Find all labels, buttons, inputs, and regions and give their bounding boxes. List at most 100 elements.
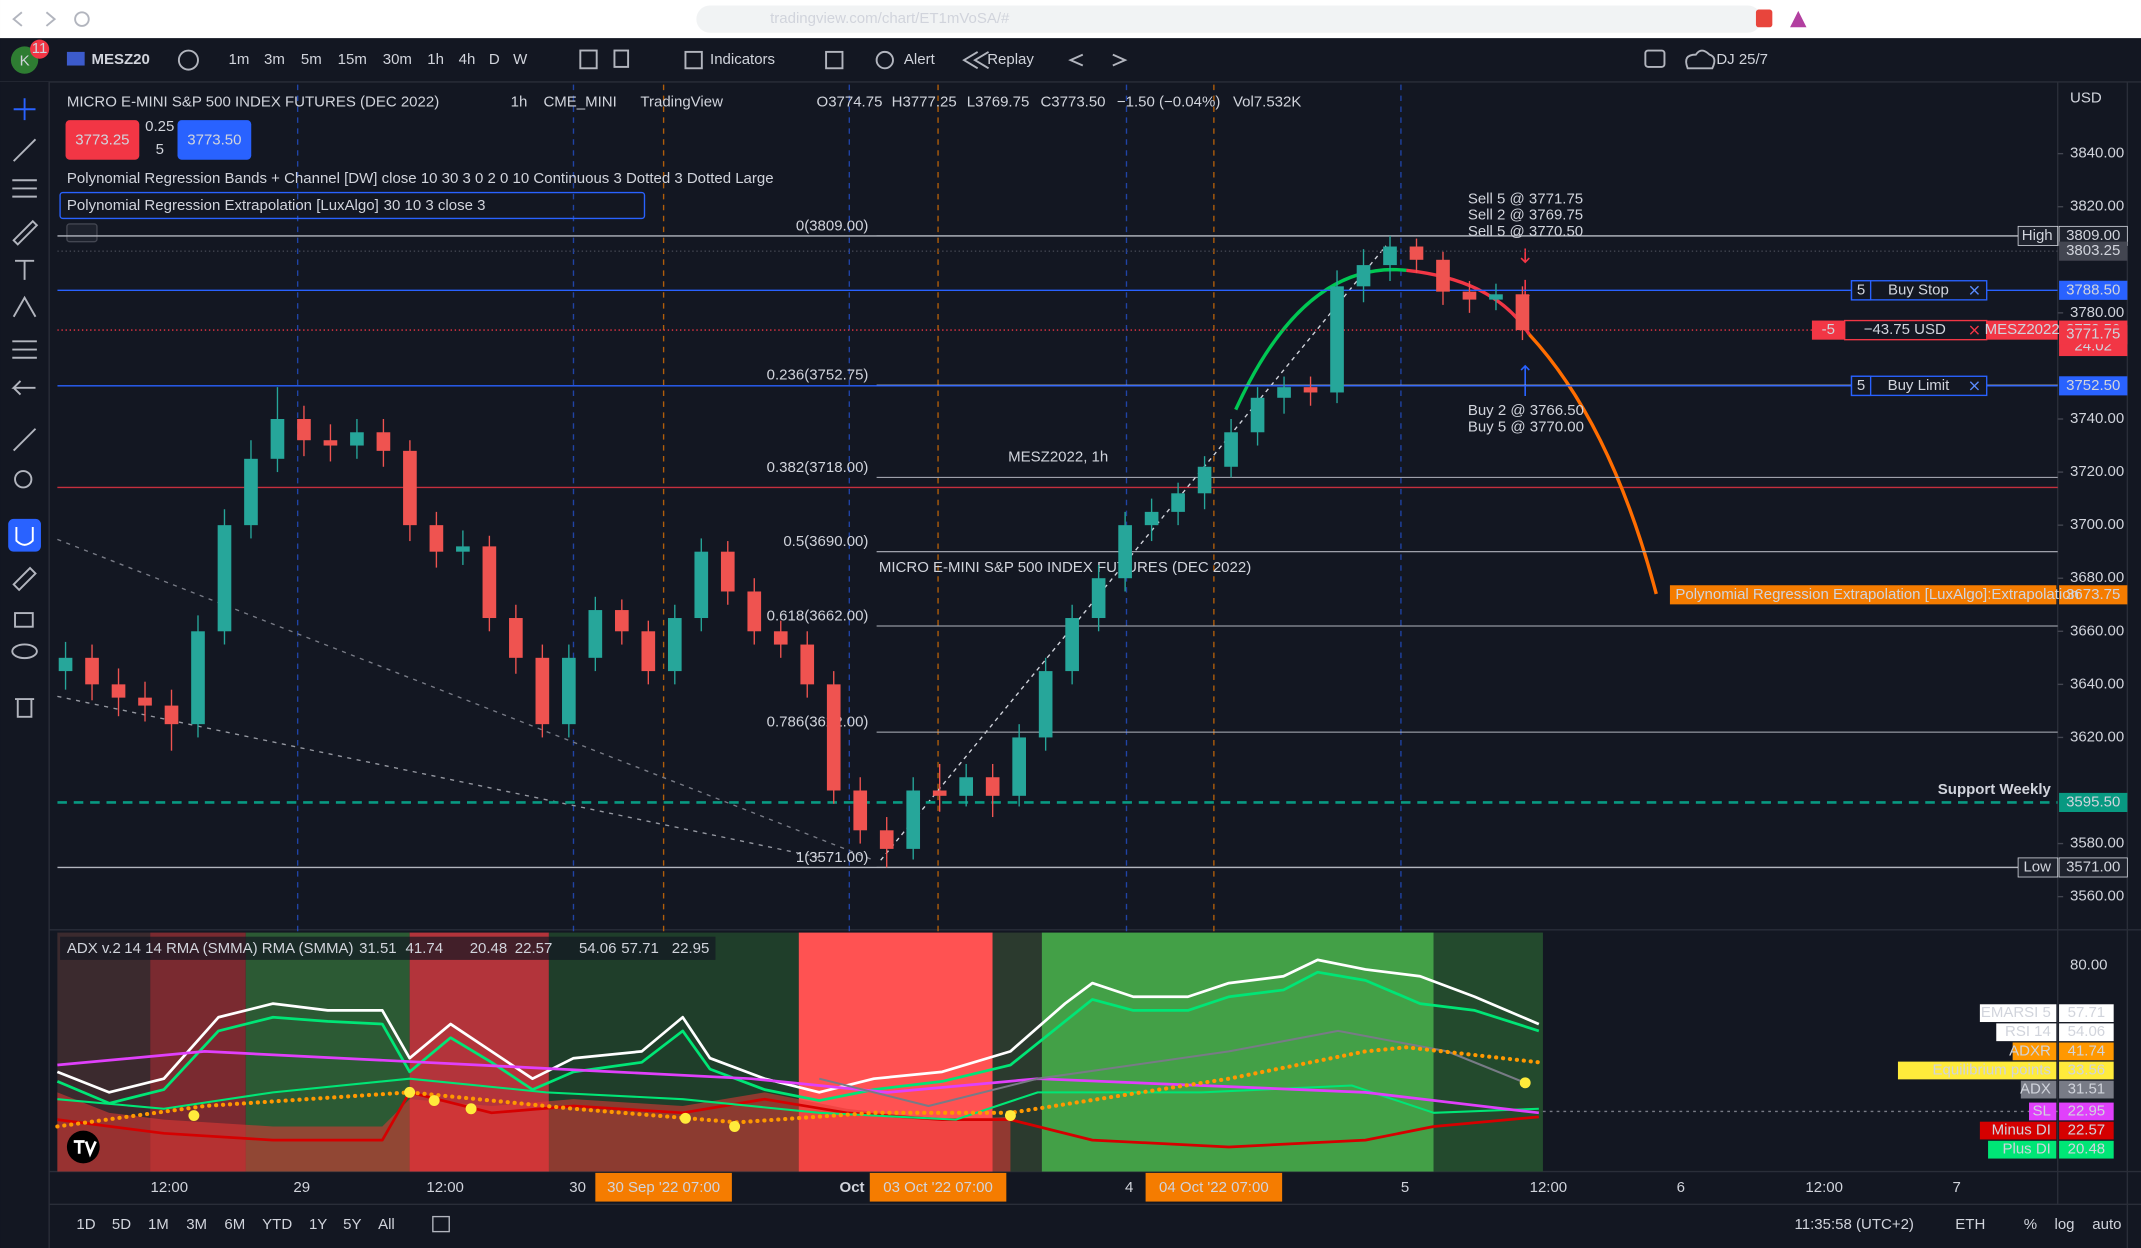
shapes-tool[interactable]: [11, 380, 36, 396]
y-tick-label: 3820.00: [2070, 198, 2124, 215]
replay-icon[interactable]: [962, 51, 990, 70]
date-range[interactable]: 1Y: [309, 1216, 327, 1233]
forward-button[interactable]: [45, 11, 57, 27]
chart-type-icon[interactable]: [613, 49, 630, 68]
y-tick-label: 3580.00: [2070, 835, 2124, 852]
adx-value: 41.74: [406, 940, 444, 957]
candle-body: [323, 440, 338, 446]
date-range[interactable]: 5D: [112, 1216, 131, 1233]
study-legend-box[interactable]: [59, 191, 646, 220]
date-range[interactable]: All: [378, 1216, 395, 1233]
clock[interactable]: 11:35:58 (UTC+2): [1795, 1216, 1914, 1233]
alert-icon[interactable]: [875, 50, 894, 70]
sell-price: 3773.25: [75, 132, 129, 149]
replay-button[interactable]: Replay: [987, 51, 1034, 68]
adx-legend-value: 57.71: [2068, 1004, 2106, 1021]
price-tag: [2059, 585, 2128, 605]
fib-tool[interactable]: [12, 179, 37, 198]
adx-legend-name: SL: [2033, 1102, 2051, 1119]
drawing-toolbar: [0, 81, 50, 1248]
goto-date[interactable]: [432, 1215, 450, 1233]
candle-body: [350, 432, 364, 446]
time-label: Oct: [840, 1179, 865, 1196]
price-tag-label: 3595.50: [2066, 793, 2120, 810]
adx-legend-value-box: [2059, 1140, 2114, 1159]
cloud-icon[interactable]: [1685, 49, 1716, 70]
adx-legend-bg: [60, 936, 716, 960]
candle-body: [720, 551, 735, 592]
timeframe[interactable]: 4h: [459, 51, 476, 68]
timeframe[interactable]: 15m: [338, 51, 367, 68]
zoom-tool[interactable]: [14, 470, 33, 489]
brush-tool[interactable]: [12, 219, 39, 246]
extension-icon[interactable]: [1790, 10, 1807, 28]
lock-tool[interactable]: [14, 612, 34, 628]
adx-value: 31.51: [359, 940, 397, 957]
extension-icon[interactable]: [1755, 9, 1773, 28]
compare-button[interactable]: [177, 49, 199, 71]
buy-button[interactable]: [177, 120, 252, 160]
watermark: MESZ2022, 1h: [1008, 448, 1108, 465]
indicators-icon[interactable]: [684, 50, 703, 70]
reload-button[interactable]: [74, 11, 90, 27]
timeframe[interactable]: 3m: [264, 51, 285, 68]
undo-button[interactable]: [1068, 53, 1084, 67]
collapse-button[interactable]: [66, 223, 98, 243]
date-range[interactable]: 5Y: [343, 1216, 361, 1233]
url-field[interactable]: [696, 5, 1762, 33]
timeframe[interactable]: W: [513, 51, 528, 68]
timeframe[interactable]: 30m: [383, 51, 412, 68]
hide-tool[interactable]: [11, 643, 38, 660]
cancel-order[interactable]: [1969, 285, 1979, 295]
timeframe[interactable]: 5m: [301, 51, 322, 68]
adx-legend-value-box: [2059, 1102, 2114, 1121]
order-qty: 5: [1857, 377, 1865, 394]
delete-tool[interactable]: [15, 698, 35, 718]
candle-body: [1409, 246, 1424, 260]
pattern-tool[interactable]: [12, 295, 37, 318]
auto-toggle[interactable]: auto: [2092, 1216, 2121, 1233]
candle-body: [562, 657, 576, 725]
ohlc-value: −1.50 (−0.04%): [1117, 93, 1220, 110]
line-name: High: [2022, 227, 2053, 244]
symbol[interactable]: MESZ20: [91, 51, 149, 68]
prediction-tool[interactable]: [12, 340, 37, 359]
date-range[interactable]: 6M: [224, 1216, 245, 1233]
cancel-order[interactable]: [1969, 381, 1979, 391]
ruler-tool[interactable]: [12, 428, 37, 452]
adx-legend-name-box: [2012, 1042, 2057, 1061]
lock-draw-tool[interactable]: [12, 566, 37, 592]
trendline-tool[interactable]: [12, 138, 37, 162]
candle-body: [853, 790, 868, 831]
adx-legend-name: RSI 14: [2005, 1023, 2051, 1040]
alert-button[interactable]: Alert: [904, 51, 936, 68]
sell-button[interactable]: [65, 120, 140, 160]
magnet-tool[interactable]: [8, 518, 41, 552]
text-tool[interactable]: [15, 259, 35, 280]
date-range[interactable]: 1M: [148, 1216, 169, 1233]
timeframe[interactable]: D: [489, 51, 500, 68]
close-position[interactable]: [1969, 325, 1979, 335]
timeframe[interactable]: 1h: [427, 51, 444, 68]
tv-logo[interactable]: [66, 1130, 100, 1164]
candles-icon[interactable]: [579, 49, 598, 70]
timeframe[interactable]: 1m: [229, 51, 250, 68]
crosshair-tool[interactable]: [13, 98, 36, 121]
date-range[interactable]: 3M: [186, 1216, 207, 1233]
indicators-button[interactable]: Indicators: [710, 51, 775, 68]
templates-icon[interactable]: [825, 50, 844, 70]
adx-legend-value-box: [2059, 1080, 2114, 1099]
date-range[interactable]: YTD: [262, 1216, 292, 1233]
layout-name[interactable]: DJ 25/7: [1716, 51, 1768, 68]
session[interactable]: ETH: [1955, 1216, 1985, 1233]
y-tick-label: 3700.00: [2070, 516, 2124, 533]
redo-button[interactable]: [1112, 53, 1128, 67]
back-button[interactable]: [12, 11, 23, 27]
fullscreen-button[interactable]: [1644, 49, 1666, 68]
adx-value: 22.57: [515, 940, 553, 957]
currency[interactable]: USD: [2070, 89, 2102, 106]
date-range[interactable]: 1D: [76, 1216, 95, 1233]
log-toggle[interactable]: log: [2055, 1216, 2075, 1233]
percent-toggle[interactable]: %: [2024, 1216, 2037, 1233]
position-qty-box[interactable]: [1811, 320, 1845, 340]
